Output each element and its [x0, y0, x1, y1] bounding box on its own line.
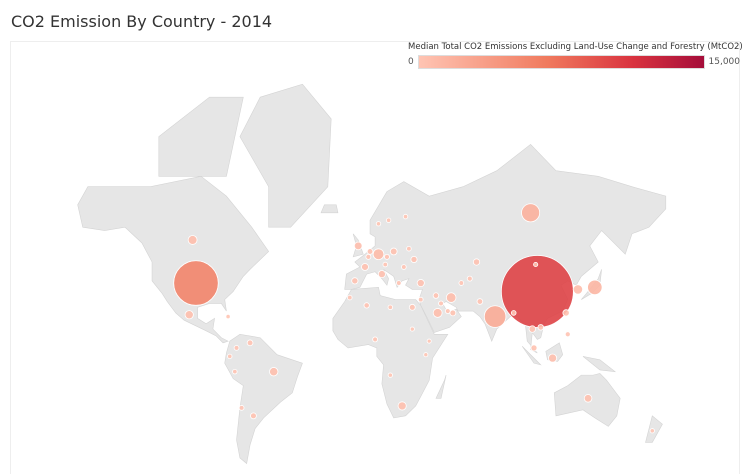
legend-title: Median Total CO2 Emissions Excluding Lan… — [408, 42, 743, 52]
country-bubble-new-zealand[interactable]: New Zealand — [649, 428, 655, 434]
country-bubble-austria[interactable]: Austria — [382, 261, 388, 268]
country-bubble-kenya[interactable]: Kenya — [423, 352, 429, 358]
country-bubble-malaysia[interactable]: Malaysia — [530, 344, 538, 352]
country-bubble-sudan[interactable]: Sudan — [409, 326, 415, 332]
dashboard-title: CO2 Emission By Country - 2014 — [11, 12, 273, 31]
country-bubble-egypt[interactable]: Egypt — [408, 303, 416, 311]
legend-max-label: 15,000 — [708, 57, 741, 67]
country-bubble-canada[interactable]: Canada — [187, 235, 198, 245]
land-mass — [332, 287, 449, 419]
land-mass — [521, 346, 542, 366]
country-bubble-venezuela[interactable]: Venezuela — [246, 339, 254, 347]
country-bubble-saudi-arabia[interactable]: Saudi Arabia — [432, 308, 443, 318]
country-bubble-spain[interactable]: Spain — [351, 277, 359, 285]
country-bubble-germany[interactable]: Germany — [372, 248, 385, 261]
country-bubble-uzbekistan[interactable]: Uzbekistan — [466, 275, 473, 282]
country-bubble-kazakhstan[interactable]: Kazakhstan — [472, 258, 481, 266]
land-mass — [582, 356, 617, 373]
country-bubble-australia[interactable]: Australia — [583, 394, 593, 403]
country-bubble-united-states[interactable]: United States — [173, 260, 219, 306]
country-bubble-norway[interactable]: Norway — [375, 221, 382, 227]
country-bubble-vietnam[interactable]: Vietnam — [537, 324, 544, 331]
country-bubble-mongolia[interactable]: Mongolia — [533, 261, 539, 268]
country-bubble-japan[interactable]: Japan — [587, 279, 603, 296]
country-bubble-south-korea[interactable]: South Korea — [572, 284, 584, 295]
country-bubble-qatar[interactable]: Qatar — [444, 308, 451, 314]
country-bubble-kuwait[interactable]: Kuwait — [438, 300, 444, 307]
country-bubble-belarus[interactable]: Belarus — [406, 245, 412, 252]
land-mass — [77, 176, 270, 344]
country-bubble-romania[interactable]: Romania — [401, 264, 407, 270]
country-bubble-belgium[interactable]: Belgium — [365, 253, 372, 260]
country-bubble-united-kingdom[interactable]: United Kingdom — [353, 241, 363, 251]
country-bubble-bangladesh[interactable]: Bangladesh — [510, 310, 517, 316]
legend-min-label: 0 — [408, 57, 414, 67]
land-mass — [158, 96, 244, 177]
country-bubble-cuba[interactable]: Cuba — [225, 314, 231, 320]
country-bubble-thailand[interactable]: Thailand — [528, 325, 536, 333]
country-bubble-india[interactable]: India — [483, 305, 507, 328]
country-bubble-south-africa[interactable]: South Africa — [397, 401, 407, 411]
country-bubble-philippines[interactable]: Philippines — [564, 331, 571, 338]
country-bubble-poland[interactable]: Poland — [389, 247, 398, 256]
country-bubble-chile[interactable]: Chile — [238, 405, 245, 411]
country-bubble-angola[interactable]: Angola — [387, 372, 393, 378]
country-bubble-brazil[interactable]: Brazil — [269, 367, 279, 377]
country-bubble-united-arab-emirates[interactable]: United Arab Emirates — [449, 309, 457, 317]
country-bubble-ukraine[interactable]: Ukraine — [410, 255, 418, 263]
country-bubble-iraq[interactable]: Iraq — [432, 292, 440, 299]
country-bubble-algeria[interactable]: Algeria — [363, 302, 370, 309]
country-bubble-ethiopia[interactable]: Ethiopia — [426, 338, 432, 344]
country-bubble-italy[interactable]: Italy — [377, 270, 386, 279]
country-bubble-greece[interactable]: Greece — [395, 280, 402, 286]
land-mass — [224, 333, 303, 465]
world-map[interactable]: ChinaUnited StatesIndiaRussiaJapanGerman… — [11, 42, 740, 474]
country-bubble-israel[interactable]: Israel — [417, 296, 424, 303]
country-bubble-pakistan[interactable]: Pakistan — [476, 298, 484, 305]
bubble-layer: ChinaUnited StatesIndiaRussiaJapanGerman… — [173, 203, 655, 434]
country-bubble-ecuador[interactable]: Ecuador — [227, 353, 233, 360]
country-bubble-nigeria[interactable]: Nigeria — [372, 336, 378, 343]
land-layer — [77, 83, 667, 465]
country-bubble-colombia[interactable]: Colombia — [233, 345, 240, 351]
country-bubble-russia[interactable]: Russia — [521, 203, 541, 223]
country-bubble-libya[interactable]: Libya — [387, 304, 394, 311]
land-mass — [239, 83, 332, 228]
country-bubble-finland[interactable]: Finland — [402, 213, 409, 220]
legend-color-ramp — [417, 55, 705, 69]
land-mass — [435, 375, 447, 399]
country-bubble-mexico[interactable]: Mexico — [184, 310, 194, 320]
country-bubble-peru[interactable]: Peru — [232, 369, 238, 375]
country-bubble-sweden[interactable]: Sweden — [386, 217, 392, 223]
country-bubble-morocco[interactable]: Morocco — [347, 294, 353, 301]
land-mass — [320, 204, 339, 214]
country-bubble-taiwan[interactable]: Taiwan — [562, 309, 570, 317]
color-legend: Median Total CO2 Emissions Excluding Lan… — [408, 42, 743, 69]
country-bubble-argentina[interactable]: Argentina — [250, 412, 257, 420]
country-bubble-netherlands[interactable]: Netherlands — [366, 248, 374, 255]
country-bubble-turkey[interactable]: Turkey — [416, 279, 425, 288]
country-bubble-indonesia[interactable]: Indonesia — [548, 353, 558, 363]
country-bubble-france[interactable]: France — [361, 263, 369, 271]
country-bubble-czech-republic[interactable]: Czech Republic — [384, 253, 390, 260]
map-view[interactable]: ChinaUnited StatesIndiaRussiaJapanGerman… — [10, 41, 740, 474]
country-bubble-turkmenistan[interactable]: Turkmenistan — [458, 280, 465, 286]
country-bubble-iran[interactable]: Iran — [445, 292, 457, 303]
